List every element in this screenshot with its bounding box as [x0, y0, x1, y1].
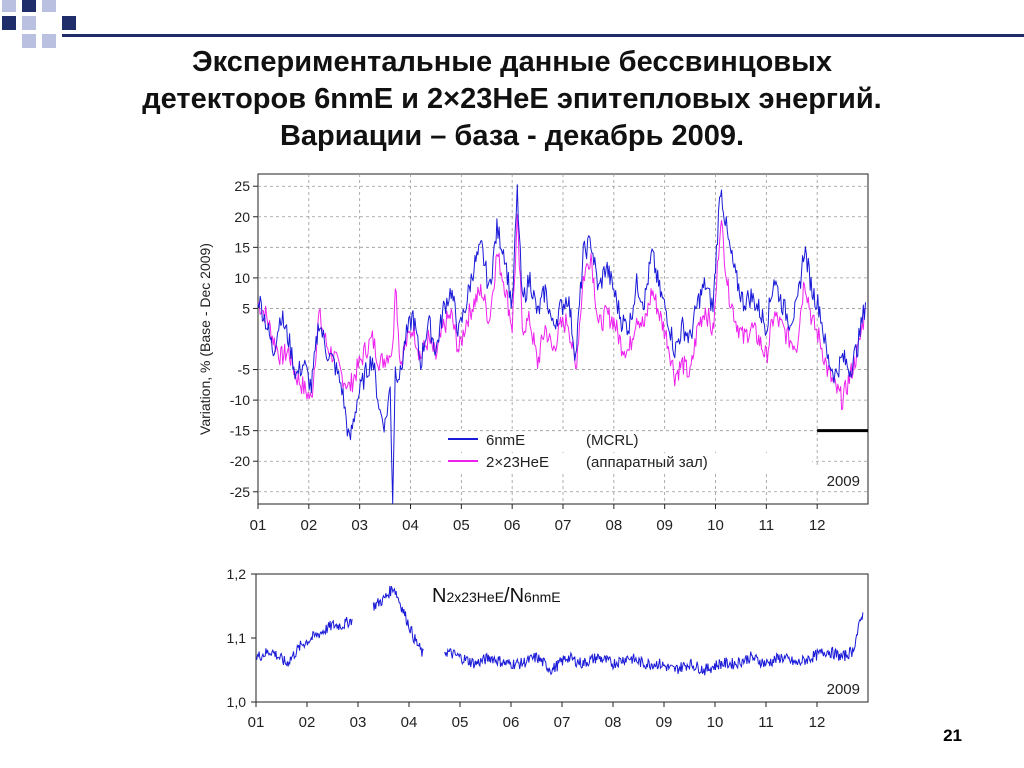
legend: 6nmE (MCRL) 2×23HeE (аппаратный зал) [442, 432, 812, 474]
y-tick-label: -5 [238, 362, 251, 378]
x-tick-label: 10 [707, 517, 724, 534]
ratio-annotation-part: /N [504, 585, 524, 607]
legend-series-label: (MCRL) [586, 432, 639, 449]
x-tick-label: 07 [554, 714, 571, 731]
ratio-chart: 1,2 1,1 1,001 02 03 04 05 06 07 08 09 10 11 12 N2x23He… [227, 566, 869, 731]
deco-square [22, 16, 36, 30]
legend-series-label: (аппаратный зал) [586, 454, 708, 471]
x-tick-label: 05 [452, 714, 469, 731]
ratio-series-line [255, 585, 864, 676]
x-tick-label: 03 [350, 714, 367, 731]
x-tick-label: 09 [656, 517, 673, 534]
y-tick-label: 10 [234, 270, 250, 286]
x-tick-label: 01 [248, 714, 265, 731]
ratio-annotation: N2x23HeE/N6nmE [432, 585, 561, 607]
ratio-annotation-part: 2x23HeE [446, 589, 504, 605]
deco-square [22, 34, 36, 48]
series-line-6nme [257, 184, 866, 504]
plot-area [255, 573, 869, 703]
deco-square [2, 16, 16, 30]
y-tick-label: -10 [230, 392, 250, 408]
y-tick-label: 1,1 [227, 630, 247, 646]
title-line: детекторов 6nmE и 2×23HeE эпитепловых эн… [142, 83, 882, 115]
y-tick-label: -15 [230, 423, 250, 439]
x-tick-label: 11 [758, 714, 774, 731]
deco-square [42, 0, 56, 12]
y-tick-label: -25 [230, 484, 250, 500]
y-tick-label: 25 [234, 178, 250, 194]
x-tick-label: 03 [351, 517, 368, 534]
year-label: 2009 [827, 681, 860, 698]
year-label: 2009 [827, 473, 860, 490]
x-tick-label: 04 [401, 714, 418, 731]
y-tick-label: 1,2 [227, 566, 247, 582]
x-tick-label: 02 [299, 714, 316, 731]
x-tick-label: 09 [656, 714, 673, 731]
slide-number: 21 [943, 726, 962, 745]
y-tick-label: 20 [234, 209, 250, 225]
legend-bg [442, 432, 812, 452]
deco-bar [62, 34, 1024, 37]
deco-square [22, 0, 36, 12]
x-tick-label: 04 [402, 517, 419, 534]
slide-title: Экспериментальные данные бессвинцовых де… [60, 44, 964, 155]
deco-square [2, 0, 16, 12]
x-tick-label: 06 [503, 714, 520, 731]
year-label-bg [810, 468, 864, 490]
legend-series-name: 6nmE [486, 432, 525, 449]
x-tick-label: 08 [605, 517, 622, 534]
title-line: Вариации – база - декабрь 2009. [279, 120, 745, 152]
y-axis-label: Variation, % (Base - Dec 2009) [197, 243, 213, 435]
x-tick-label: 02 [300, 517, 317, 534]
ratio-annotation-part: N [432, 585, 446, 607]
x-tick-label: 06 [504, 517, 521, 534]
x-tick-label: 07 [555, 517, 572, 534]
variation-chart: 25 20 15 10 5 -5 -10 -15 -20 -25 01 02 03 04 05 06 07 08 0… [197, 173, 869, 534]
title-line: Экспериментальные данные бессвинцовых [191, 46, 833, 78]
x-tick-label: 05 [453, 517, 470, 534]
x-tick-label: 12 [809, 714, 826, 731]
x-tick-label: 01 [250, 517, 267, 534]
deco-square [62, 16, 76, 30]
y-tick-label: 1,0 [227, 694, 247, 710]
x-tick-label: 12 [809, 517, 826, 534]
ratio-annotation-part: 6nmE [524, 589, 561, 605]
y-tick-label: -20 [230, 453, 250, 469]
series-line-2x23hee [257, 213, 866, 410]
y-tick-label: 5 [242, 300, 250, 316]
x-tick-label: 08 [605, 714, 622, 731]
x-tick-label: 11 [759, 517, 775, 534]
x-tick-label: 10 [707, 714, 724, 731]
legend-bg [442, 454, 812, 474]
deco-square [42, 34, 56, 48]
y-tick-label: 15 [234, 239, 250, 255]
legend-series-name: 2×23HeE [486, 454, 549, 471]
